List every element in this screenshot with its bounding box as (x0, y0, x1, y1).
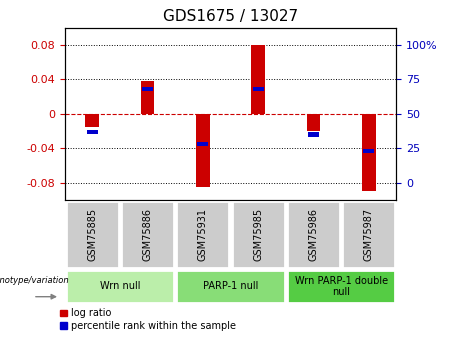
Bar (362, 114, 376, 191)
FancyBboxPatch shape (287, 201, 340, 268)
Text: GSM75885: GSM75885 (87, 208, 97, 261)
FancyBboxPatch shape (65, 201, 119, 268)
Bar (142, 87, 153, 91)
Text: GSM75987: GSM75987 (364, 208, 374, 261)
Bar (307, 114, 320, 131)
Bar (141, 81, 154, 114)
Text: genotype/variation: genotype/variation (0, 276, 70, 285)
FancyBboxPatch shape (342, 201, 396, 268)
Text: GSM75986: GSM75986 (308, 208, 319, 261)
Bar (251, 45, 265, 114)
Bar (196, 114, 210, 187)
Title: GDS1675 / 13027: GDS1675 / 13027 (163, 9, 298, 24)
FancyBboxPatch shape (65, 270, 174, 303)
Bar (253, 87, 264, 91)
Text: GSM75985: GSM75985 (253, 208, 263, 261)
Text: GSM75931: GSM75931 (198, 208, 208, 261)
Bar (87, 130, 98, 134)
Bar (197, 142, 208, 146)
Bar (363, 149, 374, 153)
Text: Wrn PARP-1 double
null: Wrn PARP-1 double null (295, 276, 388, 297)
Bar (308, 132, 319, 137)
Text: Wrn null: Wrn null (100, 282, 140, 291)
Legend: log ratio, percentile rank within the sample: log ratio, percentile rank within the sa… (60, 308, 236, 331)
FancyBboxPatch shape (231, 201, 285, 268)
Text: PARP-1 null: PARP-1 null (203, 282, 258, 291)
FancyBboxPatch shape (287, 270, 396, 303)
Bar (85, 114, 99, 127)
Text: GSM75886: GSM75886 (142, 208, 153, 261)
FancyBboxPatch shape (176, 270, 285, 303)
FancyBboxPatch shape (176, 201, 230, 268)
FancyBboxPatch shape (121, 201, 174, 268)
